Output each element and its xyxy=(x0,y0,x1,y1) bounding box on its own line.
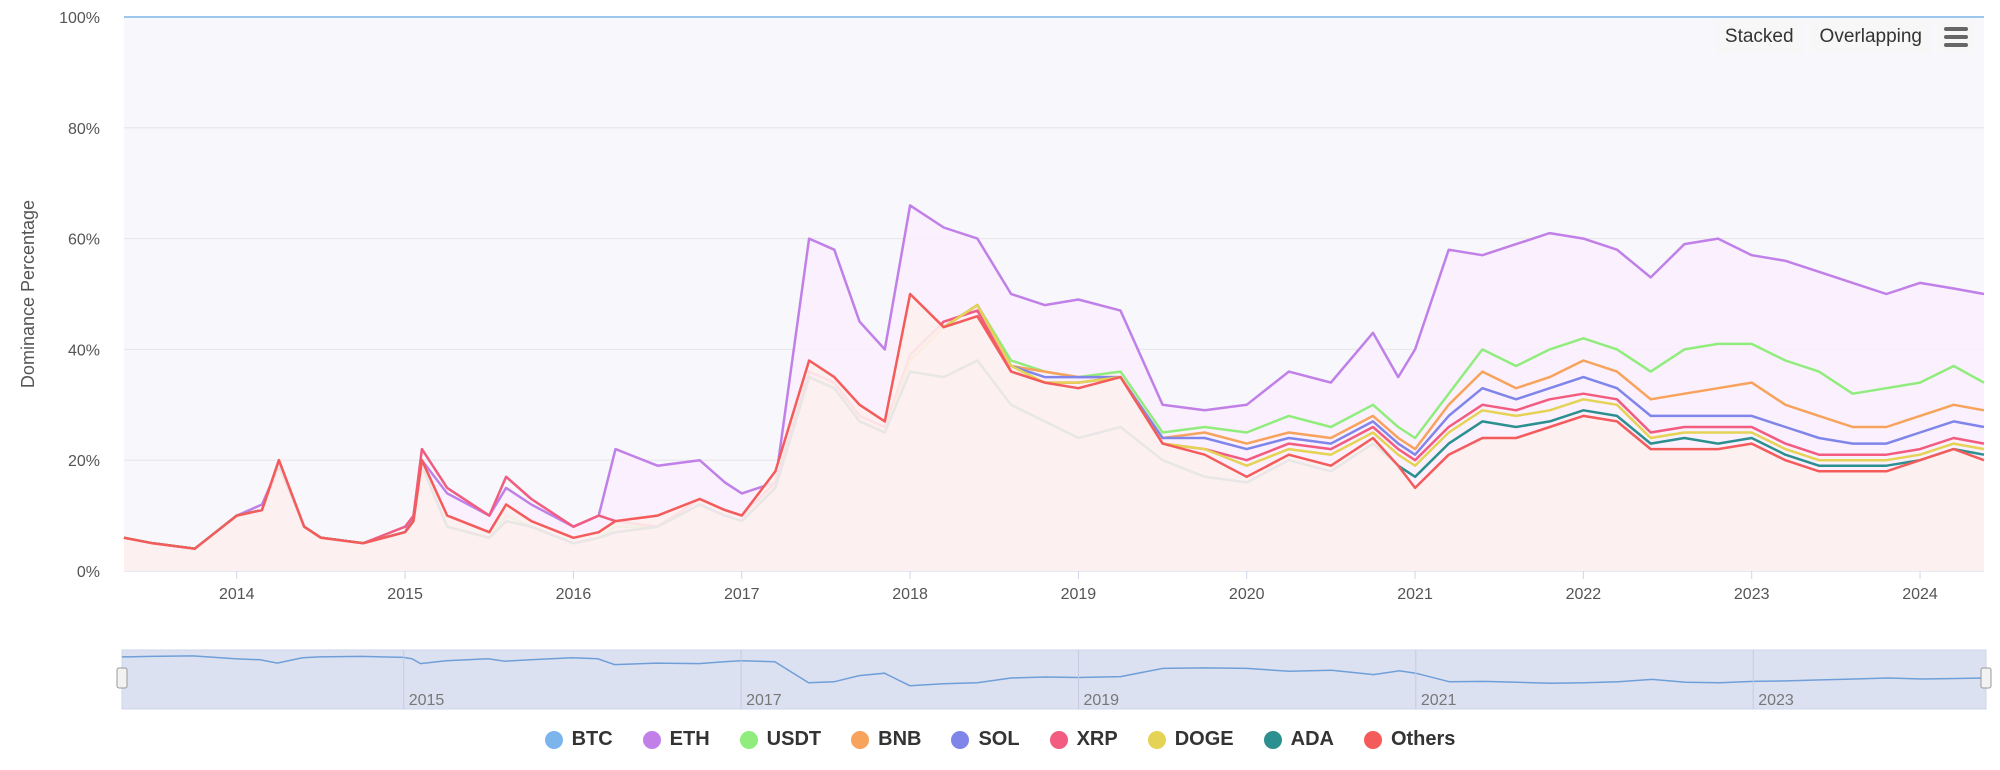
navigator-tick-label: 2019 xyxy=(1083,692,1119,709)
x-tick-label: 2022 xyxy=(1566,586,1602,603)
x-tick-label: 2017 xyxy=(724,586,760,603)
legend-label: ADA xyxy=(1290,728,1334,750)
x-tick-label: 2015 xyxy=(387,586,423,603)
legend-label: BTC xyxy=(571,728,613,750)
navigator-tick-label: 2021 xyxy=(1421,692,1457,709)
legend-label: DOGE xyxy=(1174,728,1234,750)
x-tick-label: 2016 xyxy=(556,586,592,603)
hamburger-menu-icon[interactable] xyxy=(1938,20,1974,54)
legend-item-bnb[interactable]: BNB xyxy=(851,728,921,751)
stacked-button[interactable]: Stacked xyxy=(1714,20,1804,54)
overlapping-button[interactable]: Overlapping xyxy=(1809,20,1932,54)
y-tick-label: 0% xyxy=(77,564,100,581)
navigator-left-handle[interactable] xyxy=(116,667,128,689)
chart-mode-controls: Stacked Overlapping xyxy=(1714,20,1974,54)
x-tick-label: 2023 xyxy=(1734,586,1770,603)
x-tick-label: 2018 xyxy=(892,586,928,603)
x-tick-label: 2021 xyxy=(1397,586,1433,603)
x-tick-label: 2024 xyxy=(1902,586,1938,603)
legend-item-ada[interactable]: ADA xyxy=(1263,728,1334,751)
legend-marker xyxy=(739,730,758,749)
legend-marker xyxy=(544,730,563,749)
navigator-tick-label: 2015 xyxy=(409,692,445,709)
y-tick-label: 20% xyxy=(68,453,100,470)
legend-label: BNB xyxy=(878,728,922,750)
chart-legend: BTC ETH USDT BNB SOL XRP DOGE ADA Others xyxy=(0,728,2000,751)
y-tick-label: 100% xyxy=(59,10,100,27)
legend-item-btc[interactable]: BTC xyxy=(544,728,613,751)
legend-label: SOL xyxy=(978,728,1020,750)
legend-label: Others xyxy=(1390,728,1456,750)
x-tick-label: 2020 xyxy=(1229,586,1265,603)
series-lines xyxy=(123,16,1985,571)
y-tick-label: 80% xyxy=(68,121,100,138)
legend-marker xyxy=(1263,730,1282,749)
legend-marker xyxy=(951,730,970,749)
y-axis-ticks: 0% 20% 40% 60% 80% 100% xyxy=(59,10,100,581)
x-tick-label: 2014 xyxy=(219,586,255,603)
legend-marker xyxy=(1147,730,1166,749)
series-area xyxy=(124,294,1984,571)
navigator-tick-label: 2017 xyxy=(746,692,782,709)
navigator-range[interactable] xyxy=(121,649,1987,710)
legend-item-eth[interactable]: ETH xyxy=(642,728,710,751)
legend-label: USDT xyxy=(766,728,822,750)
x-tick-label: 2019 xyxy=(1061,586,1097,603)
legend-marker xyxy=(1363,730,1382,749)
legend-item-xrp[interactable]: XRP xyxy=(1049,728,1118,751)
y-tick-label: 60% xyxy=(68,232,100,249)
navigator[interactable]: 2015 2017 2019 2021 2023 xyxy=(116,649,1992,710)
navigator-series-line xyxy=(121,655,1987,687)
legend-marker xyxy=(1049,730,1068,749)
legend-label: ETH xyxy=(669,728,710,750)
y-axis-title: Dominance Percentage xyxy=(18,200,38,388)
navigator-right-handle[interactable] xyxy=(1980,667,1992,689)
series-others xyxy=(123,292,1985,571)
legend-marker xyxy=(851,730,870,749)
legend-item-usdt[interactable]: USDT xyxy=(739,728,822,751)
series-line-others xyxy=(123,292,1985,551)
x-axis-ticks: 2014 2015 2016 2017 2018 2019 2020 2021 2022 2023… xyxy=(219,571,1938,603)
legend-item-doge[interactable]: DOGE xyxy=(1147,728,1234,751)
legend-marker xyxy=(642,730,661,749)
legend-item-others[interactable]: Others xyxy=(1363,728,1456,751)
legend-label: XRP xyxy=(1076,728,1118,750)
legend-item-sol[interactable]: SOL xyxy=(951,728,1020,751)
navigator-tick-label: 2023 xyxy=(1758,692,1794,709)
y-tick-label: 40% xyxy=(68,342,100,359)
